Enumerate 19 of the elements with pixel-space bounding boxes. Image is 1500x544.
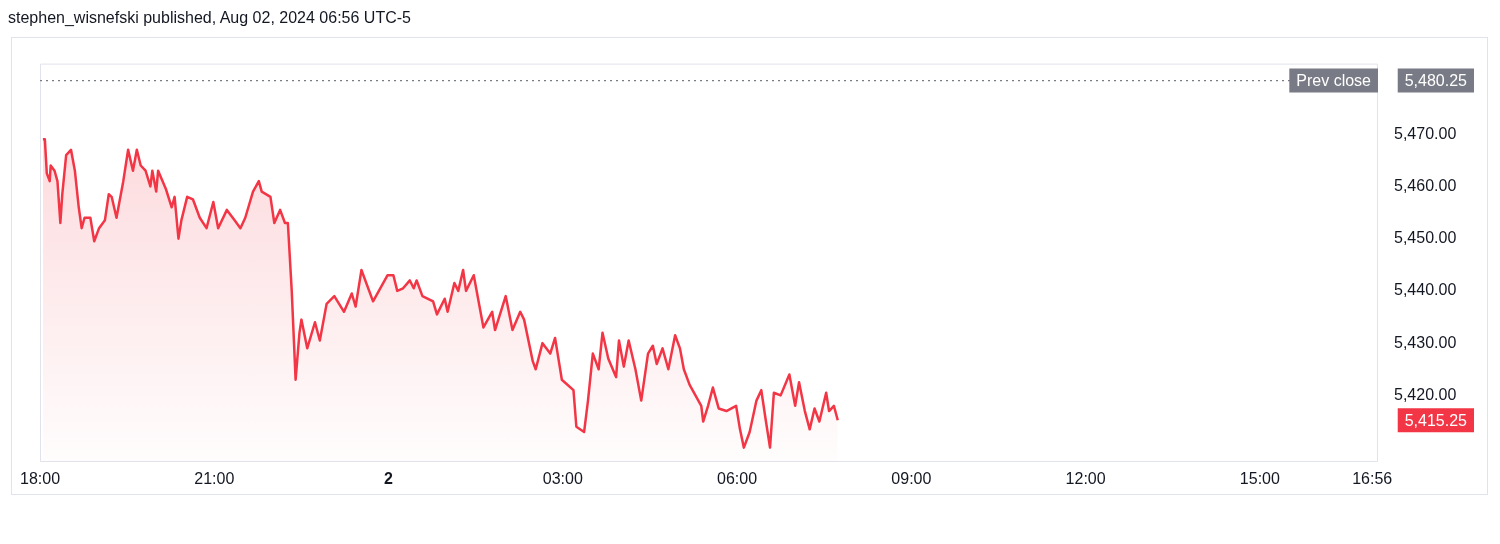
x-tick-label: 06:00 (717, 470, 758, 488)
chart-title: stephen_wisnefski published, Aug 02, 2024 06:56 UTC-5 (8, 8, 412, 28)
text: 5,415.25 (1404, 411, 1468, 429)
y-tick-label: 5,440.00 (1394, 281, 1457, 299)
y-tick-label: 5,450.00 (1394, 229, 1457, 247)
x-tick-label: 16:56 (1352, 470, 1393, 488)
x-tick-label: 03:00 (542, 470, 583, 488)
ref-line-label: Prev close (1296, 71, 1372, 89)
y-tick-label: 5,460.00 (1394, 176, 1457, 194)
text: 5,480.25 (1404, 71, 1468, 89)
x-tick-label: 18:00 (20, 470, 61, 488)
x-tick-label: 2 (384, 470, 394, 488)
y-tick-label: 5,420.00 (1394, 385, 1457, 403)
x-tick-label: 21:00 (194, 470, 235, 488)
x-tick-label: 15:00 (1239, 470, 1280, 488)
x-tick-label: 12:00 (1065, 470, 1106, 488)
y-tick-label: 5,430.00 (1394, 333, 1457, 351)
x-tick-label: 09:00 (891, 470, 932, 488)
y-tick-label: 5,470.00 (1394, 124, 1457, 142)
